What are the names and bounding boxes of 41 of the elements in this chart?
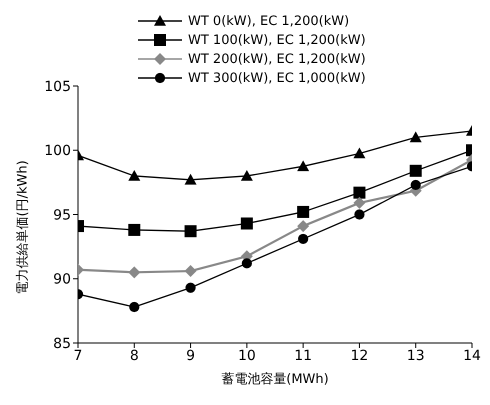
point: [410, 131, 422, 142]
x-tick-label: 7: [74, 348, 82, 364]
point: [297, 160, 310, 172]
legend-label: WT 200(kW), EC 1,200(kW): [188, 52, 366, 66]
point: [297, 220, 310, 232]
legend-label: WT 0(kW), EC 1,200(kW): [188, 14, 350, 28]
point: [184, 265, 197, 278]
point: [128, 224, 140, 236]
point: [129, 302, 140, 312]
legend-label: WT 100(kW), EC 1,200(kW): [188, 32, 366, 48]
point: [354, 209, 365, 220]
x-tick-label: 10: [238, 348, 256, 364]
point: [185, 282, 196, 293]
point: [410, 180, 421, 190]
point: [353, 147, 366, 158]
point: [128, 170, 140, 181]
point: [128, 266, 140, 278]
point: [242, 258, 252, 268]
point: [240, 217, 253, 230]
x-tick-label: 12: [350, 348, 368, 364]
point: [184, 174, 197, 185]
legend-label: WT 300(kW), EC 1,000(kW): [188, 70, 366, 86]
y-tick-label: 90: [53, 272, 71, 288]
point: [184, 225, 197, 238]
point: [410, 164, 422, 177]
x-tick-label: 8: [130, 348, 139, 364]
x-tick-label: 11: [294, 348, 312, 364]
y-tick-label: 95: [53, 207, 71, 224]
y-tick-label: 85: [53, 336, 71, 352]
x-tick-label: 9: [186, 348, 196, 364]
x-tick-label: 13: [406, 348, 425, 364]
point: [298, 234, 308, 244]
x-tick-label: 14: [463, 348, 481, 364]
y-tick-label: 100: [44, 143, 71, 160]
point: [297, 206, 310, 218]
point: [353, 186, 366, 199]
point: [240, 170, 253, 181]
point: [353, 196, 366, 209]
y-tick-label: 105: [44, 78, 71, 95]
y-axis-title: 電力供給単価(円/kWh): [16, 160, 31, 294]
x-axis-title: 蓄電池容量(MWh): [221, 371, 329, 387]
